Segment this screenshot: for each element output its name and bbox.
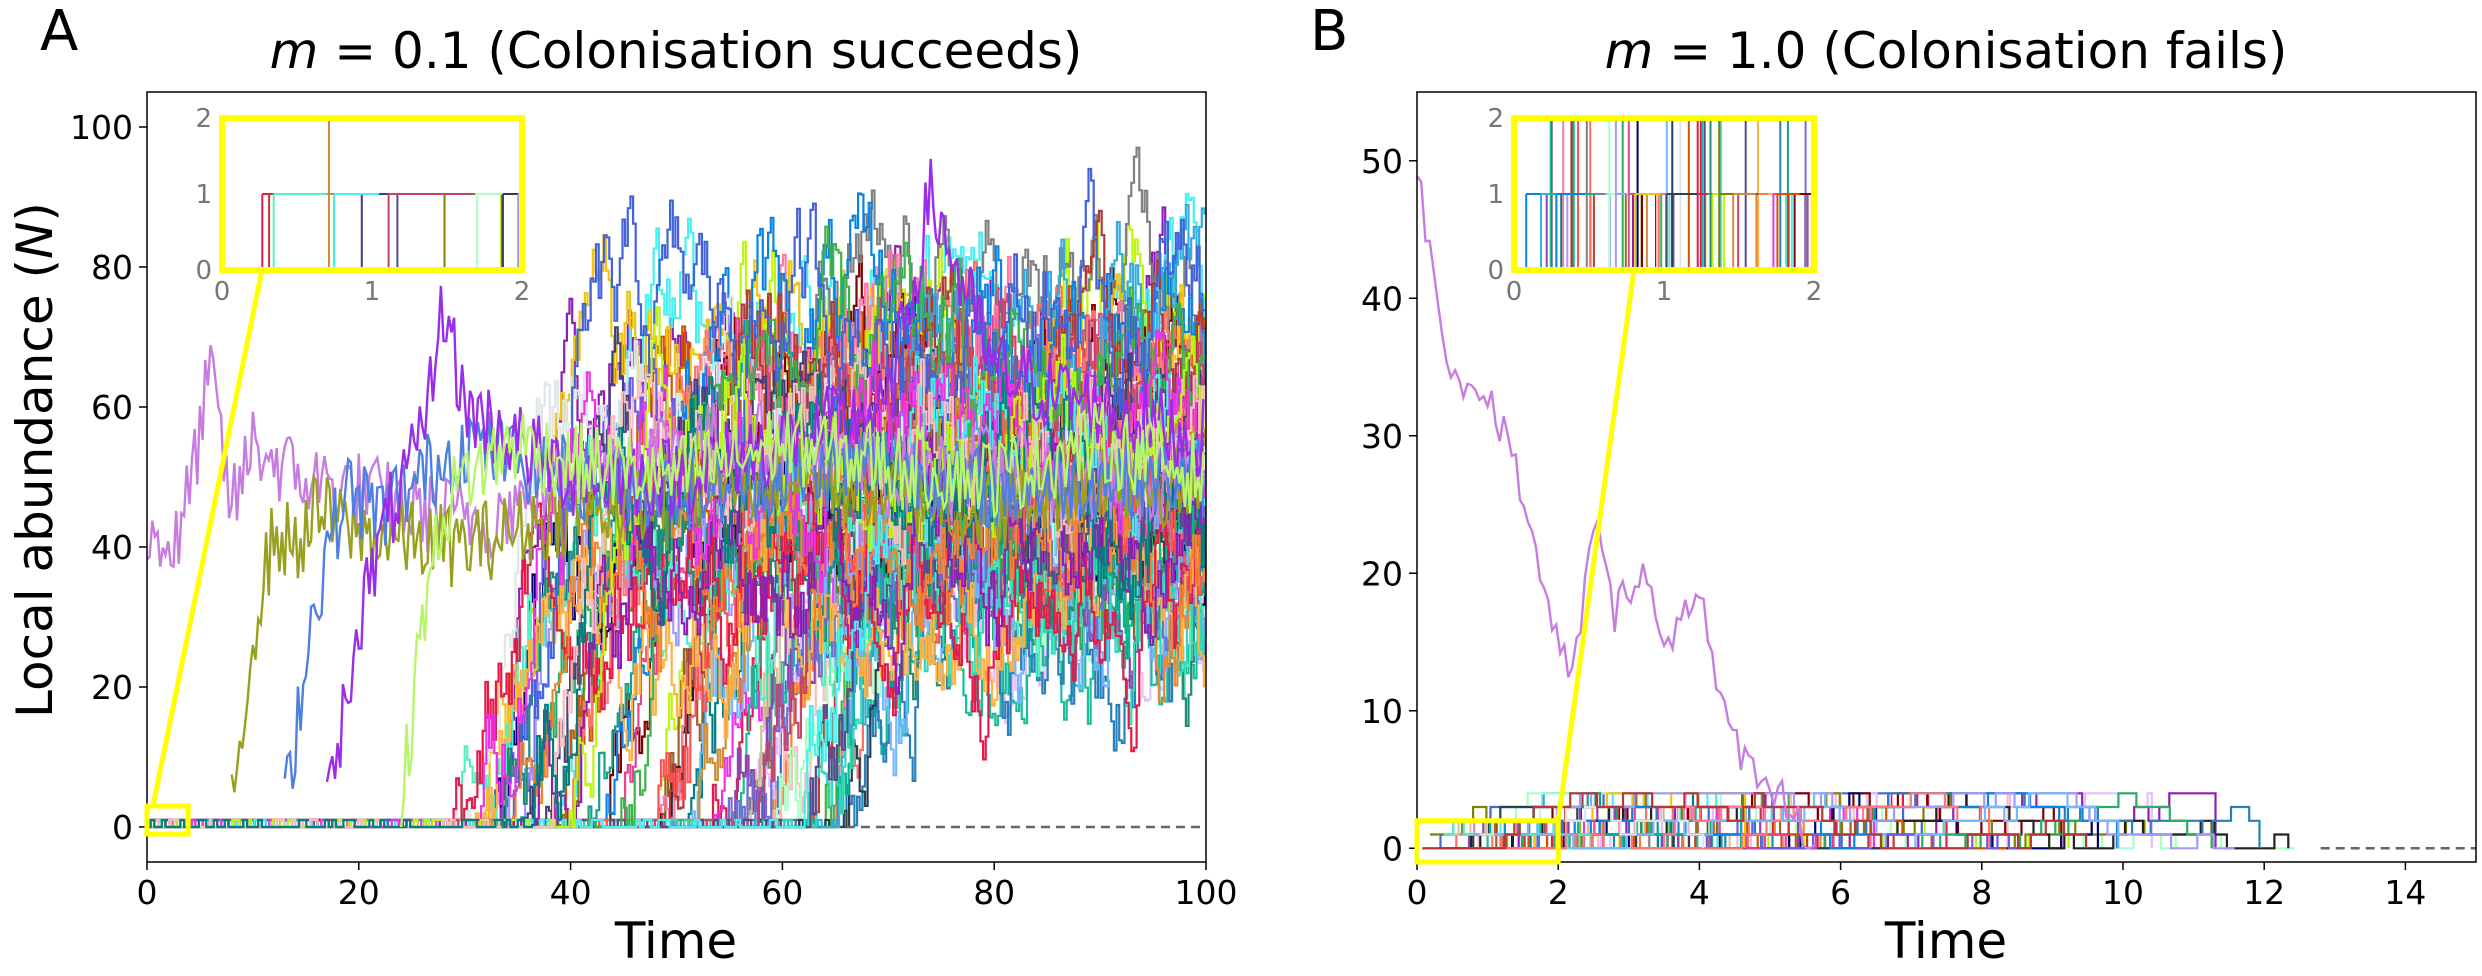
panel-a-inset-x-tick-label: 0 <box>214 277 231 307</box>
panel-a-x-tick-label: 80 <box>973 873 1015 912</box>
panel-b-y-tick-label: 40 <box>1361 279 1403 318</box>
panel-a-inset-frame <box>219 115 525 273</box>
panel-b-inset-y-tick-label: 2 <box>1487 104 1504 134</box>
panel-b-inset-y-tick-label: 1 <box>1487 180 1504 210</box>
panel-b-title: m = 1.0 (Colonisation fails) <box>1605 22 2288 80</box>
panel-a-inset-y-tick-label: 2 <box>195 104 212 134</box>
panel-a-series-line <box>147 480 1206 829</box>
panel-a-y-tick-label: 60 <box>91 388 133 427</box>
panel-a-y-tick-label: 80 <box>91 248 133 287</box>
panel-b-inset-frame <box>1511 115 1817 273</box>
panel-a-y-tick-label: 20 <box>91 668 133 707</box>
panel-a-highlight-series-4 <box>400 402 1205 828</box>
panel-letter-b: B <box>1310 0 1348 64</box>
panel-a-x-tick-label: 0 <box>137 873 158 912</box>
panel-b-inset-connector <box>1555 269 1637 822</box>
panel-a-series-group <box>147 146 1206 829</box>
panel-a-inset-y-tick-label: 0 <box>195 256 212 286</box>
panel-b-y-tick-label: 10 <box>1361 692 1403 731</box>
panel-b-inset-x-tick-label: 2 <box>1806 277 1823 307</box>
panel-b-y-tick-label: 0 <box>1382 829 1403 868</box>
panel-b-axes-frame <box>1416 91 2477 863</box>
panel-a-y-tick-label: 40 <box>91 528 133 567</box>
y-axis-label: Local abundance (N) <box>6 202 64 718</box>
panel-b-x-tick-label: 14 <box>2384 873 2426 912</box>
panel-a-axes-frame <box>146 91 1207 863</box>
panel-b-x-tick-label: 0 <box>1407 873 1428 912</box>
panel-b-x-tick-label: 10 <box>2102 873 2144 912</box>
panel-a-highlight-series-2 <box>283 411 1205 789</box>
panel-a-inset-x-tick-label: 2 <box>514 277 531 307</box>
panel-b-inset-x-tick-label: 1 <box>1656 277 1673 307</box>
panel-b-y-tick-label: 30 <box>1361 417 1403 456</box>
panel-b-zoom-box <box>1414 818 1561 865</box>
panel-b-highlight-series-0 <box>1417 175 1816 850</box>
panel-a-x-tick-label: 60 <box>761 873 803 912</box>
panel-b-y-tick-label: 50 <box>1361 142 1403 181</box>
panel-a-inset-connector <box>150 269 265 807</box>
panel-b-series-line <box>1473 792 2120 850</box>
panel-a-title: m = 0.1 (Colonisation succeeds) <box>270 22 1083 80</box>
panel-a-inset-y-tick-label: 1 <box>195 180 212 210</box>
panel-b-x-tick-label: 8 <box>1971 873 1992 912</box>
panel-b-inset-x-tick-label: 0 <box>1506 277 1523 307</box>
panel-b-x-tick-label: 2 <box>1548 873 1569 912</box>
panel-a-x-axis-label: Time <box>614 912 737 970</box>
panel-a-zoom-box <box>144 803 191 837</box>
panel-a-y-tick-label: 100 <box>70 108 133 147</box>
panel-b-x-tick-label: 12 <box>2243 873 2285 912</box>
panel-b-inset-y-tick-label: 0 <box>1487 256 1504 286</box>
panel-a-highlight-series-3 <box>325 158 1205 783</box>
panel-b-series-group <box>1417 175 2295 850</box>
panel-b-y-tick-label: 20 <box>1361 554 1403 593</box>
panel-b-x-axis-label: Time <box>1884 912 2007 970</box>
panel-b-x-tick-label: 6 <box>1830 873 1851 912</box>
panel-letter-a: A <box>40 0 78 64</box>
panel-a-x-tick-label: 20 <box>338 873 380 912</box>
panel-a-y-tick-label: 0 <box>112 808 133 847</box>
panel-b-x-tick-label: 4 <box>1689 873 1710 912</box>
panel-a-inset-x-tick-label: 1 <box>364 277 381 307</box>
panel-a-x-tick-label: 100 <box>1175 873 1238 912</box>
panel-a-inset: 0 1 2 0 1 2 <box>195 104 530 307</box>
panel-b-inset: 0 1 2 0 1 2 <box>1487 104 1822 307</box>
panel-a-x-tick-label: 40 <box>550 873 592 912</box>
